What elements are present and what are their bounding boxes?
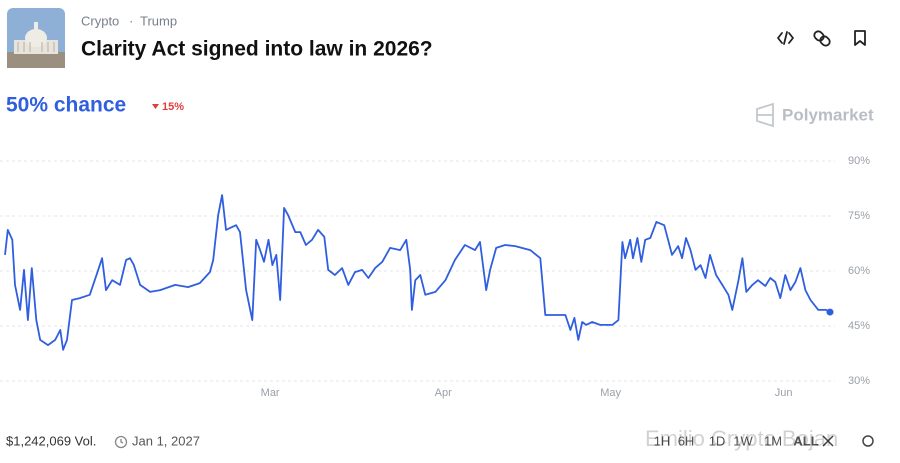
chance: 50% chance [6, 94, 126, 117]
range-button[interactable]: ALL [793, 433, 818, 448]
change: 15% [162, 101, 184, 113]
embed-icon[interactable] [777, 31, 794, 45]
range-button[interactable]: 1W [733, 433, 753, 448]
range-buttons: 1H 6H 1D 1W 1M ALL [654, 433, 819, 448]
separator: · [129, 13, 133, 28]
bookmark-icon[interactable] [854, 30, 866, 46]
x-tick-label: May [600, 387, 621, 399]
volume: $1,242,069 Vol. [6, 433, 96, 448]
market-title: Clarity Act signed into law in 2026? [81, 38, 433, 61]
range-button[interactable]: 1M [764, 433, 782, 448]
end-date: Jan 1, 2027 [132, 433, 200, 448]
current-point [826, 308, 834, 316]
brand-logo [756, 102, 774, 128]
tag[interactable]: Trump [140, 13, 177, 28]
range-button[interactable]: 1D [709, 433, 726, 448]
brand: Polymarket [782, 105, 874, 124]
y-tick-label: 60% [848, 265, 870, 277]
category[interactable]: Crypto [81, 13, 119, 28]
y-tick-label: 90% [848, 155, 870, 167]
range-button[interactable]: 6H [678, 433, 695, 448]
expand-icon[interactable] [822, 435, 834, 447]
watermark: Emilio Crypto Bojan [645, 426, 838, 451]
y-tick-label: 30% [848, 375, 870, 387]
plot: 30% 45% 60% 75% 90% Mar Apr May Jun [0, 155, 870, 399]
link-icon[interactable] [813, 30, 832, 48]
thumbnail [7, 8, 65, 68]
price-line [4, 194, 831, 351]
range-button[interactable]: 1H [654, 433, 671, 448]
down-arrow [152, 104, 159, 109]
y-tick-label: 75% [848, 210, 870, 222]
clock-icon [114, 435, 128, 449]
y-tick-label: 45% [848, 320, 870, 332]
settings-icon[interactable] [862, 435, 874, 447]
x-tick-label: Mar [261, 387, 280, 399]
x-tick-label: Jun [775, 387, 793, 399]
x-tick-label: Apr [435, 387, 452, 399]
